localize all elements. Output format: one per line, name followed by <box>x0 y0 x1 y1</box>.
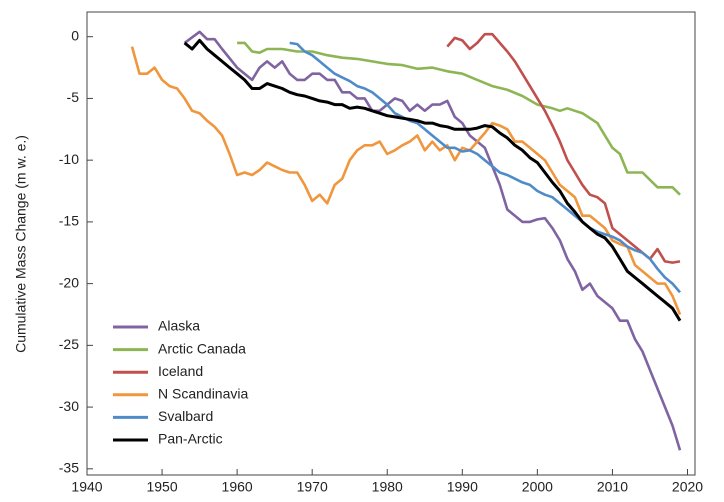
plot-frame <box>86 11 696 476</box>
x-tick-label: 1980 <box>372 479 403 495</box>
y-tick-label: -15 <box>59 213 79 229</box>
legend-label: Iceland <box>158 363 203 379</box>
legend-label: Svalbard <box>158 408 213 424</box>
x-tick-label: 1970 <box>297 479 328 495</box>
x-tick-label: 1990 <box>447 479 478 495</box>
x-tick-label: 1950 <box>146 479 177 495</box>
x-tick-label: 1940 <box>71 479 102 495</box>
x-tick-label: 2000 <box>522 479 553 495</box>
legend-label: Alaska <box>158 318 200 334</box>
y-axis-title: Cumulative Mass Change (m w. e.) <box>13 135 29 353</box>
series-line <box>130 46 682 315</box>
x-tick-label: 2020 <box>672 479 703 495</box>
y-tick-label: -5 <box>67 89 80 105</box>
x-tick-label: 2010 <box>597 479 628 495</box>
series-line <box>183 38 682 322</box>
x-tick-label: 1960 <box>222 479 253 495</box>
y-tick-label: -25 <box>59 336 79 352</box>
series-line <box>183 30 682 451</box>
series-line <box>237 41 681 196</box>
legend-label: Pan-Arctic <box>158 431 223 447</box>
legend-label: N Scandinavia <box>158 386 248 402</box>
legend-label: Arctic Canada <box>158 340 246 356</box>
y-tick-label: -35 <box>59 460 79 476</box>
y-tick-label: -10 <box>59 151 79 167</box>
y-tick-label: -30 <box>59 398 79 414</box>
y-tick-label: 0 <box>71 27 79 43</box>
y-tick-label: -20 <box>59 274 79 290</box>
series-line <box>446 32 681 264</box>
series-line <box>289 41 681 294</box>
